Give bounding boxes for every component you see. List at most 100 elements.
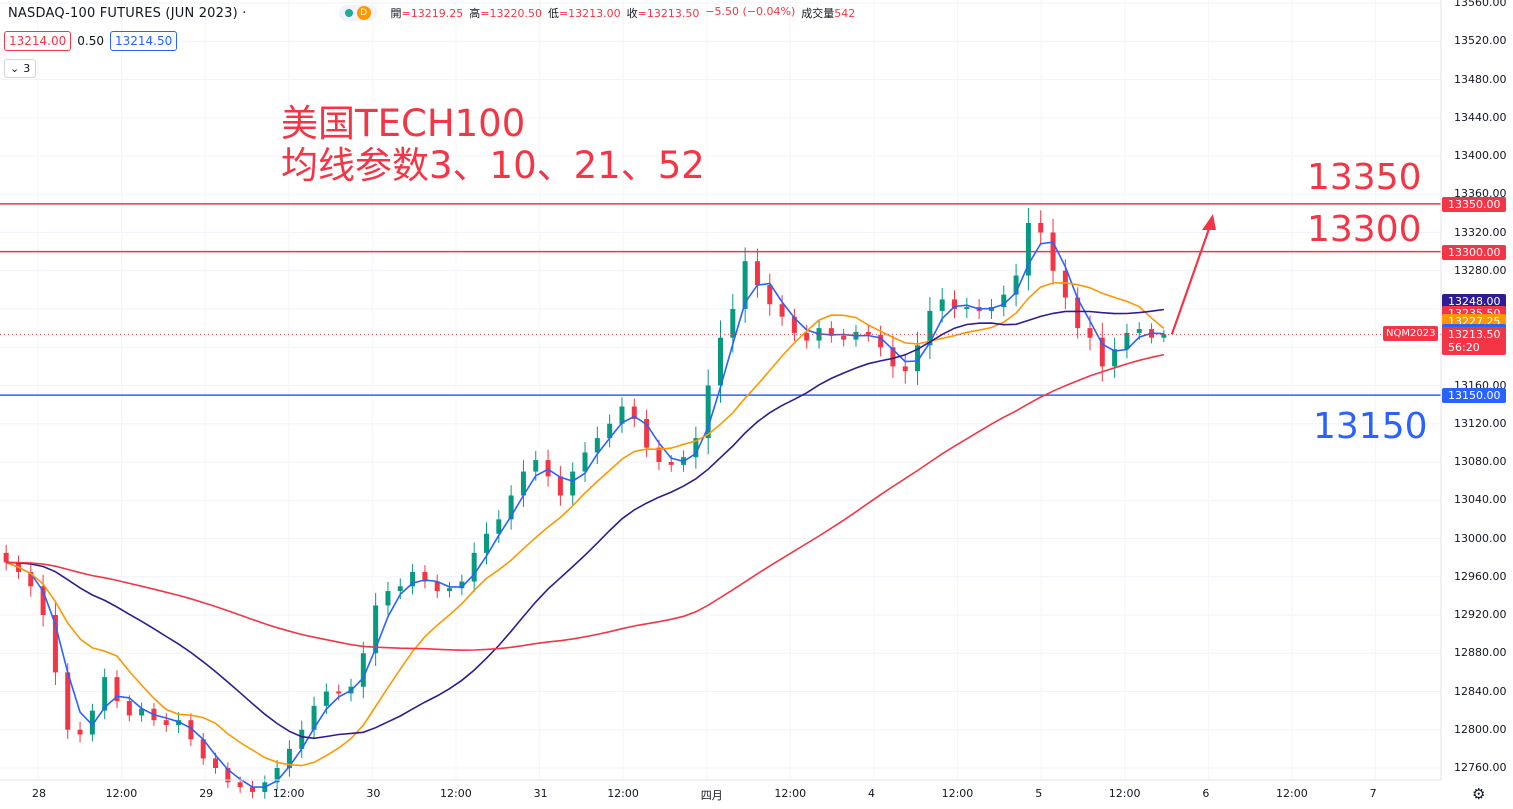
y-tick-label: 13320.00	[1454, 225, 1507, 239]
candle-body	[508, 495, 514, 520]
bar-countdown: 56:20	[1448, 341, 1480, 355]
ohlc-values: 開=13219.25 高=13220.50 低=13213.00 收=13213…	[390, 5, 856, 20]
status-badges[interactable]: D	[338, 5, 377, 21]
candle-body	[878, 334, 884, 348]
candle-body	[397, 586, 403, 592]
ask-button[interactable]: 13214.50	[109, 31, 178, 51]
candle-body	[705, 385, 711, 439]
candle-body	[323, 691, 329, 706]
candle-body	[693, 438, 699, 458]
projection-arrow-icon	[1170, 214, 1216, 335]
candle-body	[804, 332, 810, 341]
last-price-value: 13213.50	[1448, 328, 1501, 342]
chart-grid	[0, 2, 1441, 769]
candle-body	[311, 705, 317, 730]
candle-body	[471, 552, 477, 582]
ma-line-52	[6, 353, 1165, 652]
candle-body	[483, 533, 489, 553]
candle-body	[114, 677, 120, 702]
candle-body	[1112, 349, 1118, 367]
candle-body	[964, 307, 970, 309]
indicator-toggle-button[interactable]: ⌄ 3	[4, 59, 37, 78]
y-tick-label: 13040.00	[1454, 493, 1507, 507]
gear-icon[interactable]: ⚙	[1472, 785, 1486, 803]
candle-body	[927, 310, 933, 346]
y-tick-label: 13520.00	[1454, 34, 1507, 48]
candle-body	[360, 653, 366, 687]
candle-body	[557, 476, 563, 496]
candle-body	[163, 720, 169, 725]
market-open-icon	[344, 9, 353, 17]
candle-body	[656, 447, 662, 462]
moving-averages	[5, 241, 1165, 788]
candle-body	[631, 406, 637, 419]
candle-body	[570, 471, 576, 496]
candle-body	[447, 588, 453, 592]
spread-value: 0.50	[77, 34, 104, 48]
x-tick-label: 7	[1369, 787, 1377, 800]
x-tick-label: 6	[1202, 787, 1210, 800]
candle-body	[754, 261, 760, 286]
symbol-tag: NQM2023	[1383, 326, 1439, 341]
candle-body	[77, 729, 83, 735]
candle-body	[730, 309, 736, 338]
candle-body	[841, 335, 847, 340]
bid-button[interactable]: 13214.00	[4, 31, 72, 51]
x-tick-label: 28	[32, 787, 46, 800]
candle-body	[336, 691, 342, 694]
candle-body	[915, 345, 921, 372]
candle-body	[28, 571, 34, 587]
candle-body	[126, 701, 132, 716]
x-tick-label: 12:00	[440, 787, 472, 800]
y-tick-label: 12880.00	[1454, 646, 1507, 660]
y-tick-label: 13480.00	[1454, 72, 1507, 86]
candle-body	[1087, 328, 1093, 338]
candle-body	[952, 299, 958, 309]
symbol-title[interactable]: NASDAQ-100 FUTURES (JUN 2023) ·	[8, 5, 247, 21]
y-tick-label: 13560.00	[1454, 0, 1507, 9]
x-tick-label: 12:00	[941, 787, 974, 800]
candle-body	[52, 615, 58, 673]
y-tick-label: 13440.00	[1454, 110, 1507, 124]
x-tick-label: 四月	[700, 789, 723, 802]
delayed-badge: D	[356, 6, 371, 20]
x-tick-label: 12:00	[105, 787, 138, 800]
candle-body	[1136, 329, 1142, 333]
x-tick-label: 31	[533, 787, 548, 800]
level-tag-13300: 13300.00	[1442, 244, 1506, 260]
candle-body	[40, 586, 46, 615]
candle-body	[779, 304, 785, 317]
level-tag-13150: 13150.00	[1442, 388, 1506, 404]
candle-body	[249, 787, 255, 792]
candle-body	[1062, 270, 1068, 298]
candle-body	[890, 347, 896, 367]
candle-body	[422, 571, 428, 582]
candle-body	[237, 782, 243, 788]
candle-body	[533, 460, 539, 472]
candle-body	[668, 462, 674, 465]
candle-body	[939, 299, 945, 311]
candle-body	[188, 720, 194, 740]
arrow-head	[1202, 214, 1216, 230]
x-tick-label: 30	[366, 787, 381, 800]
candles	[3, 208, 1167, 799]
x-tick-label: 29	[199, 787, 214, 800]
y-tick-label: 12760.00	[1454, 761, 1507, 774]
candle-body	[791, 316, 797, 333]
chart-header: NASDAQ-100 FUTURES (JUN 2023) · D 開=1321…	[8, 4, 855, 22]
chevron-down-icon: ⌄	[10, 62, 20, 75]
candle-body	[139, 708, 145, 716]
candle-body	[619, 406, 625, 424]
last-price-tag: 13213.50 56:20	[1442, 327, 1506, 356]
level-label-13150: 13150	[1313, 406, 1428, 447]
y-tick-label: 12800.00	[1454, 722, 1507, 736]
x-tick-label: 12:00	[272, 787, 305, 800]
candle-body	[520, 471, 526, 496]
level-label-13300: 13300	[1307, 209, 1422, 250]
arrow-shaft	[1170, 225, 1212, 335]
candle-body	[545, 460, 551, 477]
candle-body	[200, 739, 206, 759]
candle-body	[274, 768, 280, 783]
candle-body	[828, 328, 834, 336]
